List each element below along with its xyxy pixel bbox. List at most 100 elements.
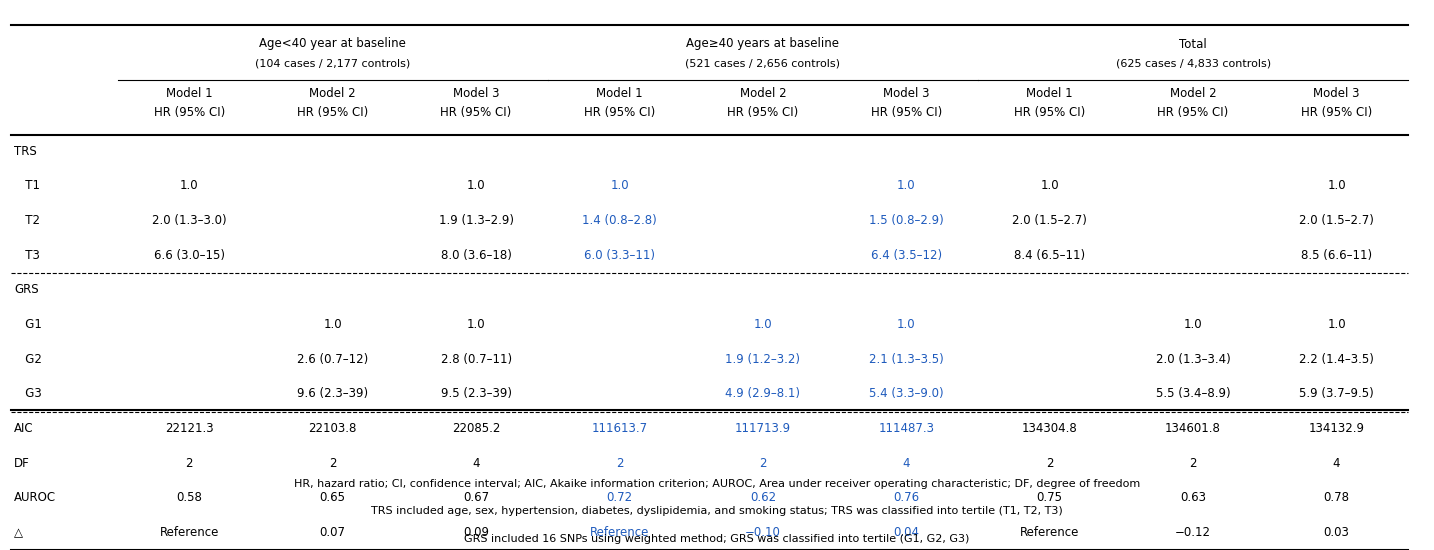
Text: 2: 2 [615,456,624,470]
Text: 6.0 (3.3–11): 6.0 (3.3–11) [584,249,655,262]
Text: Model 3: Model 3 [453,87,499,100]
Text: 1.0: 1.0 [898,318,915,331]
Text: Total: Total [1179,37,1207,51]
Text: Model 1: Model 1 [166,87,212,100]
Text: G3: G3 [14,387,42,400]
Text: 8.4 (6.5–11): 8.4 (6.5–11) [1014,249,1086,262]
Text: 111487.3: 111487.3 [878,422,935,435]
Text: Model 3: Model 3 [1314,87,1359,100]
Text: 9.6 (2.3–39): 9.6 (2.3–39) [297,387,369,400]
Text: 1.5 (0.8–2.9): 1.5 (0.8–2.9) [869,214,944,227]
Text: HR (95% CI): HR (95% CI) [440,106,512,119]
Text: 22121.3: 22121.3 [165,422,214,435]
Text: Reference: Reference [589,526,650,539]
Text: 0.75: 0.75 [1037,491,1063,504]
Text: TRS: TRS [14,145,37,158]
Text: 0.65: 0.65 [320,491,346,504]
Text: 0.67: 0.67 [463,491,489,504]
Text: Model 1: Model 1 [1027,87,1073,100]
Text: 6.6 (3.0–15): 6.6 (3.0–15) [153,249,225,262]
Text: 0.76: 0.76 [893,491,919,504]
Text: 1.0: 1.0 [467,318,485,331]
Text: 6.4 (3.5–12): 6.4 (3.5–12) [870,249,942,262]
Text: 1.0: 1.0 [1328,318,1345,331]
Text: GRS included 16 SNPs using weighted method; GRS was classified into tertile (G1,: GRS included 16 SNPs using weighted meth… [465,534,969,544]
Text: 1.0: 1.0 [611,179,628,192]
Text: 5.4 (3.3–9.0): 5.4 (3.3–9.0) [869,387,944,400]
Text: 2: 2 [328,456,337,470]
Text: 2.2 (1.4–3.5): 2.2 (1.4–3.5) [1299,353,1374,366]
Text: 0.04: 0.04 [893,526,919,539]
Text: DF: DF [14,456,30,470]
Text: HR (95% CI): HR (95% CI) [153,106,225,119]
Text: 1.0: 1.0 [467,179,485,192]
Text: TRS included age, sex, hypertension, diabetes, dyslipidemia, and smoking status;: TRS included age, sex, hypertension, dia… [371,507,1063,516]
Text: AIC: AIC [14,422,34,435]
Text: 5.9 (3.7–9.5): 5.9 (3.7–9.5) [1299,387,1374,400]
Text: (625 cases / 4,833 controls): (625 cases / 4,833 controls) [1116,58,1271,68]
Text: 134601.8: 134601.8 [1166,422,1220,435]
Text: 111713.9: 111713.9 [734,422,792,435]
Text: Model 2: Model 2 [740,87,786,100]
Text: AUROC: AUROC [14,491,56,504]
Text: 2.0 (1.3–3.4): 2.0 (1.3–3.4) [1156,353,1230,366]
Text: 1.0: 1.0 [181,179,198,192]
Text: 22085.2: 22085.2 [452,422,500,435]
Text: 0.09: 0.09 [463,526,489,539]
Text: 0.78: 0.78 [1324,491,1349,504]
Text: HR (95% CI): HR (95% CI) [1157,106,1229,119]
Text: 2: 2 [1045,456,1054,470]
Text: HR (95% CI): HR (95% CI) [1014,106,1086,119]
Text: Model 2: Model 2 [1170,87,1216,100]
Text: T3: T3 [14,249,40,262]
Text: 1.0: 1.0 [1184,318,1202,331]
Text: 2: 2 [1189,456,1197,470]
Text: 1.0: 1.0 [324,318,341,331]
Text: Model 1: Model 1 [597,87,642,100]
Text: Model 3: Model 3 [883,87,929,100]
Text: 4.9 (2.9–8.1): 4.9 (2.9–8.1) [726,387,800,400]
Text: 2.0 (1.5–2.7): 2.0 (1.5–2.7) [1299,214,1374,227]
Text: 2: 2 [185,456,194,470]
Text: 134132.9: 134132.9 [1308,422,1365,435]
Text: 2.8 (0.7–11): 2.8 (0.7–11) [440,353,512,366]
Text: (521 cases / 2,656 controls): (521 cases / 2,656 controls) [685,58,840,68]
Text: Model 2: Model 2 [310,87,356,100]
Text: 4: 4 [1332,456,1341,470]
Text: 0.58: 0.58 [176,491,202,504]
Text: T1: T1 [14,179,40,192]
Text: 5.5 (3.4–8.9): 5.5 (3.4–8.9) [1156,387,1230,400]
Text: 1.9 (1.3–2.9): 1.9 (1.3–2.9) [439,214,513,227]
Text: 4: 4 [472,456,480,470]
Text: HR (95% CI): HR (95% CI) [870,106,942,119]
Text: 8.0 (3.6–18): 8.0 (3.6–18) [440,249,512,262]
Text: 8.5 (6.6–11): 8.5 (6.6–11) [1301,249,1372,262]
Text: 2.1 (1.3–3.5): 2.1 (1.3–3.5) [869,353,944,366]
Text: T2: T2 [14,214,40,227]
Text: 1.0: 1.0 [1328,179,1345,192]
Text: 1.9 (1.2–3.2): 1.9 (1.2–3.2) [726,353,800,366]
Text: 1.0: 1.0 [754,318,771,331]
Text: Age≥40 years at baseline: Age≥40 years at baseline [687,37,839,51]
Text: 111613.7: 111613.7 [591,422,648,435]
Text: 1.4 (0.8–2.8): 1.4 (0.8–2.8) [582,214,657,227]
Text: 22103.8: 22103.8 [308,422,357,435]
Text: HR (95% CI): HR (95% CI) [297,106,369,119]
Text: HR, hazard ratio; CI, confidence interval; AIC, Akaike information criterion; AU: HR, hazard ratio; CI, confidence interva… [294,479,1140,489]
Text: 2: 2 [759,456,767,470]
Text: 0.63: 0.63 [1180,491,1206,504]
Text: 2.6 (0.7–12): 2.6 (0.7–12) [297,353,369,366]
Text: 0.72: 0.72 [607,491,632,504]
Text: 2.0 (1.3–3.0): 2.0 (1.3–3.0) [152,214,227,227]
Text: HR (95% CI): HR (95% CI) [1301,106,1372,119]
Text: (104 cases / 2,177 controls): (104 cases / 2,177 controls) [255,58,410,68]
Text: Reference: Reference [1020,526,1080,539]
Text: Age<40 year at baseline: Age<40 year at baseline [260,37,406,51]
Text: 1.0: 1.0 [1041,179,1058,192]
Text: Reference: Reference [159,526,219,539]
Text: 0.03: 0.03 [1324,526,1349,539]
Text: △: △ [14,526,23,539]
Text: 0.62: 0.62 [750,491,776,504]
Text: HR (95% CI): HR (95% CI) [727,106,799,119]
Text: 9.5 (2.3–39): 9.5 (2.3–39) [440,387,512,400]
